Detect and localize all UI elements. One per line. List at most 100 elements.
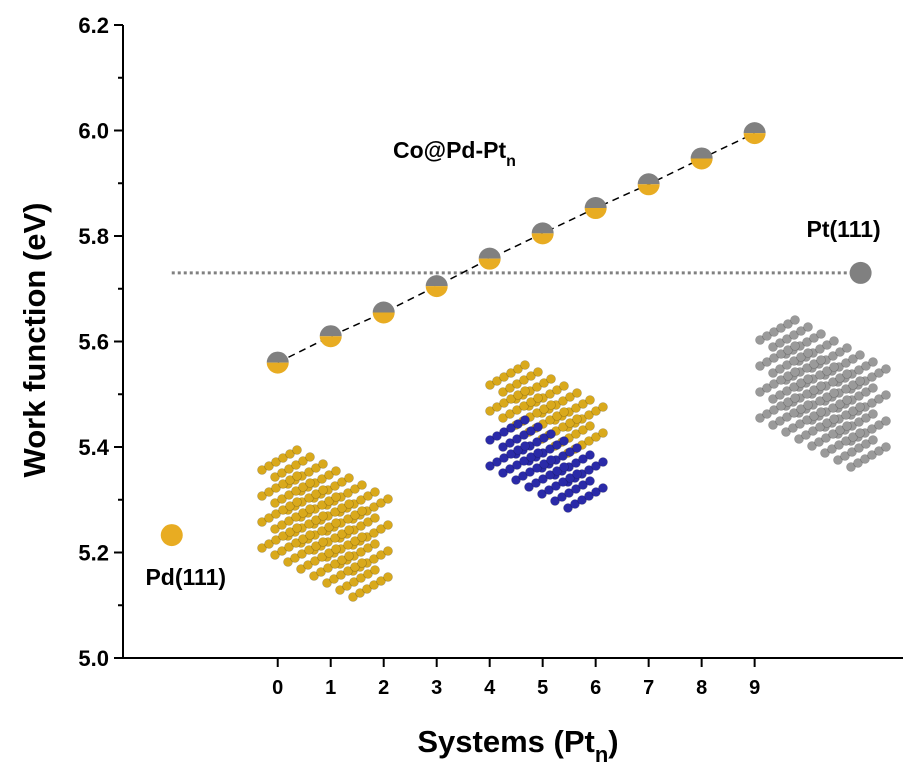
atom: [291, 460, 301, 470]
atom: [298, 534, 308, 544]
atom: [524, 482, 534, 492]
atom: [264, 513, 274, 523]
atom: [861, 439, 871, 449]
atom: [317, 552, 327, 562]
atom: [271, 535, 281, 545]
atom: [519, 375, 529, 385]
point-top: [478, 247, 501, 259]
atom: [292, 445, 302, 455]
atom: [506, 449, 516, 459]
atom: [776, 349, 786, 359]
atom: [847, 447, 857, 457]
atom: [789, 408, 799, 418]
atom: [854, 365, 864, 375]
atom: [816, 355, 826, 365]
x-axis-label: Systems (Ptn): [417, 724, 618, 767]
atom: [513, 419, 523, 429]
atom: [343, 540, 353, 550]
y-tick-label: 5.2: [78, 541, 109, 566]
data-point: [637, 173, 660, 196]
atom: [337, 503, 347, 513]
atom: [814, 437, 824, 447]
atom: [552, 466, 562, 476]
atom: [370, 513, 380, 523]
atom: [519, 430, 529, 440]
trend-line: [277, 132, 755, 364]
atom: [802, 337, 812, 347]
atom: [835, 399, 845, 409]
atom: [357, 506, 367, 516]
atom: [874, 394, 884, 404]
atom: [532, 437, 542, 447]
atom: [311, 515, 321, 525]
atom: [539, 433, 549, 443]
atom: [591, 406, 601, 416]
atom: [834, 440, 844, 450]
atom: [330, 507, 340, 517]
atom: [526, 426, 536, 436]
atom: [565, 418, 575, 428]
atom: [533, 367, 543, 377]
atom: [775, 364, 785, 374]
atom: [324, 470, 334, 480]
atom: [828, 351, 838, 361]
atom: [323, 563, 333, 573]
data-point: [425, 275, 448, 298]
atom: [520, 360, 530, 370]
atom: [860, 454, 870, 464]
atom: [363, 517, 373, 527]
atom: [337, 555, 347, 565]
atom: [842, 369, 852, 379]
atom: [283, 557, 293, 567]
x-label-main: Systems (Pt: [417, 724, 594, 759]
x-tick-label: 5: [537, 677, 548, 699]
atom: [532, 408, 542, 418]
atom: [270, 498, 280, 508]
atom: [584, 436, 594, 446]
atom: [881, 390, 891, 400]
atom: [324, 496, 334, 506]
annotation: Co@Pd-Ptn: [393, 137, 516, 170]
point-top: [372, 301, 395, 313]
atom: [369, 554, 379, 564]
atom: [344, 473, 354, 483]
atom: [783, 345, 793, 355]
atom: [809, 411, 819, 421]
atom: [499, 372, 509, 382]
point-bottom: [584, 208, 607, 220]
atom: [505, 383, 515, 393]
atom: [318, 459, 328, 469]
atom: [855, 376, 865, 386]
atom: [598, 457, 608, 467]
data-point: [372, 301, 395, 324]
atom: [790, 315, 800, 325]
atom: [356, 573, 366, 583]
atom: [285, 449, 295, 459]
atom: [816, 329, 826, 339]
atom: [304, 545, 314, 555]
atom: [330, 559, 340, 569]
atom: [277, 520, 287, 530]
atom: [769, 379, 779, 389]
atom: [821, 433, 831, 443]
atom: [498, 387, 508, 397]
atom: [318, 511, 328, 521]
point-top: [584, 197, 607, 209]
atom: [277, 494, 287, 504]
point-bottom: [266, 362, 289, 374]
atom: [270, 550, 280, 560]
atom: [550, 496, 560, 506]
atom: [330, 533, 340, 543]
atom: [331, 492, 341, 502]
atom: [342, 581, 352, 591]
atom: [350, 510, 360, 520]
atom: [292, 523, 302, 533]
atom: [795, 419, 805, 429]
atom: [329, 574, 339, 584]
atom: [492, 376, 502, 386]
atom: [531, 478, 541, 488]
atom: [264, 487, 274, 497]
atom: [362, 584, 372, 594]
atom: [337, 529, 347, 539]
atom: [835, 347, 845, 357]
